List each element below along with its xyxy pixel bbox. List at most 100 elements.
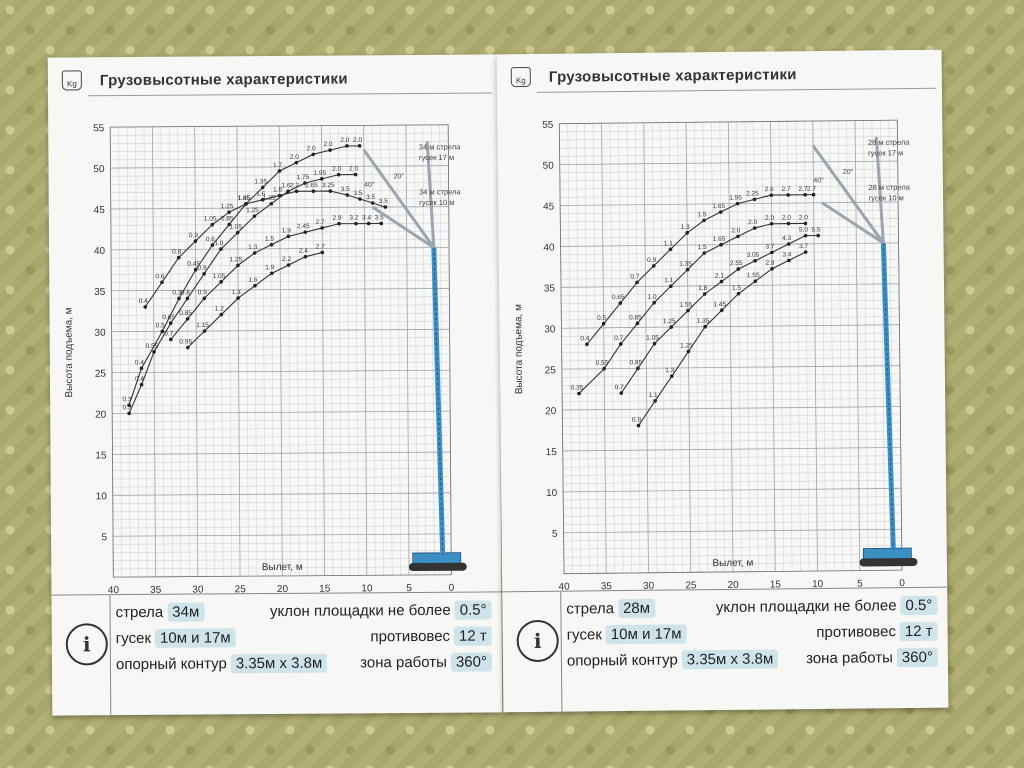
data-label: 0.3	[172, 289, 181, 296]
data-label: 1.0	[648, 294, 657, 301]
data-point	[651, 264, 656, 268]
x-tick-label: 25	[235, 584, 247, 595]
data-label: 1.8	[273, 186, 282, 193]
data-point	[219, 312, 224, 317]
data-point	[320, 177, 324, 181]
grid-line-h	[111, 288, 450, 292]
data-point	[260, 185, 265, 190]
grid-line-v	[414, 125, 418, 576]
grid-line-h	[563, 504, 902, 509]
grid-line-v	[354, 125, 359, 576]
grid-line-h	[563, 561, 902, 566]
data-label: 2.25	[746, 190, 759, 197]
grid-line-h	[561, 291, 900, 296]
data-point	[702, 292, 707, 296]
data-point	[803, 192, 807, 197]
data-point	[668, 247, 673, 252]
series-line	[170, 222, 382, 340]
grid-line-h	[559, 128, 898, 133]
y-tick-label: 15	[546, 447, 558, 458]
grid-line-h	[561, 308, 900, 313]
grid-line-h	[562, 438, 901, 444]
data-label: 1.2	[215, 306, 224, 313]
grid-line-v	[635, 122, 641, 573]
grid-line-h	[560, 242, 899, 247]
x-tick-label: 40	[559, 582, 571, 593]
grid-line-v	[287, 125, 292, 576]
grid-line-v	[236, 126, 241, 577]
data-label: 1.05	[238, 195, 251, 202]
y-tick-label: 55	[93, 123, 105, 134]
data-point	[160, 329, 165, 334]
data-label: 2.65	[305, 182, 318, 189]
data-label: 2.0	[782, 215, 791, 222]
boom-label: гусек 10 м	[868, 193, 903, 202]
data-label: 2.0	[731, 227, 740, 234]
data-point	[269, 242, 274, 247]
grid-line-h	[111, 345, 450, 349]
boom-label: гусек 17 м	[868, 148, 903, 157]
spec-zone: зона работы 360°	[360, 652, 493, 672]
data-point	[139, 366, 144, 371]
grid-line-v	[660, 122, 666, 573]
data-label: 1.35	[254, 178, 267, 185]
grid-line-v	[719, 122, 725, 572]
data-label: 1.25	[246, 207, 259, 214]
grid-line-h	[561, 316, 900, 321]
grid-line-h	[560, 234, 899, 239]
data-point	[269, 271, 274, 276]
grid-line-v	[304, 125, 308, 576]
data-point	[786, 242, 791, 246]
data-point	[169, 337, 173, 342]
data-label: 0.4	[135, 359, 144, 366]
data-label: 0.95	[179, 338, 192, 345]
grid-line-h	[111, 312, 450, 316]
grid-line-v	[135, 126, 139, 577]
data-label: 1.1	[664, 240, 673, 247]
grid-line-h	[560, 209, 899, 214]
grid-line-h	[563, 545, 902, 550]
grid-line-h	[111, 255, 450, 259]
grid-line-v	[371, 125, 376, 576]
data-label: 2.55	[730, 260, 743, 267]
data-point	[320, 226, 324, 230]
grid-line-h	[560, 250, 899, 255]
y-tick-label: 45	[543, 202, 555, 213]
data-point	[803, 250, 808, 254]
crane-jib-short	[821, 201, 885, 245]
data-point	[652, 300, 656, 305]
spec-counterweight: противовес 12 т	[816, 621, 938, 642]
x-tick-label: 30	[192, 585, 204, 596]
data-label: 1.3	[232, 289, 241, 296]
weight-kg-icon: Kg	[61, 70, 82, 91]
data-point	[328, 189, 333, 193]
data-point	[185, 317, 190, 321]
data-label: 1.95	[729, 195, 742, 202]
grid-line-h	[562, 414, 901, 419]
grid-line-h	[563, 496, 902, 501]
data-label: 2.9	[332, 215, 341, 222]
grid-line-v	[388, 125, 393, 576]
page-header: Kg Грузовысотные характеристики	[497, 58, 942, 93]
data-point	[193, 267, 198, 272]
grid-line-v	[202, 126, 207, 577]
grid-line-h	[111, 304, 450, 308]
x-tick-label: 5	[857, 579, 863, 590]
series-group: 0.7 0.85 1.05 1.25 1.55 1.8 2.1 2.55 3.05 3.7 4.3 5…	[615, 227, 821, 395]
x-tick-label: 0	[449, 583, 455, 594]
data-label: 0.4	[139, 298, 148, 305]
info-icon: i	[516, 619, 559, 663]
grid-line-h	[110, 222, 449, 226]
crane-boom-lattice	[882, 243, 894, 551]
grid-line-h	[112, 525, 451, 529]
grid-line-h	[562, 447, 901, 452]
data-point	[152, 350, 156, 354]
data-point	[185, 345, 190, 350]
data-label: 1.25	[680, 342, 693, 349]
data-point	[177, 296, 181, 301]
footer-divider	[560, 591, 563, 712]
y-axis-label: Высота подъема, м	[513, 304, 525, 394]
spec-boom: стрела 28м	[566, 598, 656, 619]
grid-line-v	[584, 123, 590, 574]
grid-line-h	[110, 173, 449, 177]
